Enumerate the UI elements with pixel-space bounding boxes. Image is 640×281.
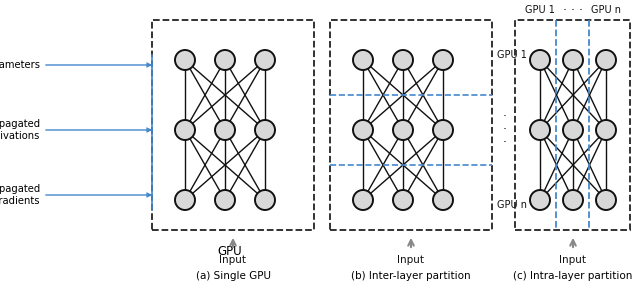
Circle shape [255, 120, 275, 140]
Circle shape [433, 120, 453, 140]
Bar [515, 20, 630, 230]
Text: Input: Input [397, 255, 424, 265]
Circle shape [175, 120, 195, 140]
Text: Forward-propagated
Activations: Forward-propagated Activations [0, 119, 40, 141]
Circle shape [175, 50, 195, 70]
Text: GPU 1: GPU 1 [525, 5, 555, 15]
Circle shape [215, 120, 235, 140]
Circle shape [596, 120, 616, 140]
Text: (c) Intra-layer partition
(Tensor Parallel): (c) Intra-layer partition (Tensor Parall… [513, 271, 633, 281]
Text: GPU n: GPU n [591, 5, 621, 15]
Text: ·
·
·: · · · [503, 110, 507, 149]
Circle shape [433, 50, 453, 70]
Circle shape [530, 50, 550, 70]
Circle shape [433, 190, 453, 210]
Circle shape [215, 190, 235, 210]
Circle shape [530, 120, 550, 140]
Text: GPU: GPU [218, 245, 243, 258]
Text: Input: Input [220, 255, 246, 265]
Circle shape [393, 50, 413, 70]
Bar [330, 20, 492, 230]
Text: (b) Inter-layer partition
(Pipeline parallel): (b) Inter-layer partition (Pipeline para… [351, 271, 471, 281]
Circle shape [393, 190, 413, 210]
Circle shape [563, 120, 583, 140]
Circle shape [175, 190, 195, 210]
Circle shape [353, 120, 373, 140]
Text: GPU 1: GPU 1 [497, 50, 527, 60]
Circle shape [530, 190, 550, 210]
Text: Back-propagated
gradients: Back-propagated gradients [0, 184, 40, 206]
Circle shape [255, 50, 275, 70]
Circle shape [563, 50, 583, 70]
Circle shape [596, 190, 616, 210]
Circle shape [353, 50, 373, 70]
Text: (a) Single GPU
Training: (a) Single GPU Training [195, 271, 271, 281]
Text: GPU n: GPU n [497, 200, 527, 210]
Text: · · ·: · · · [563, 3, 583, 17]
Bar [152, 20, 314, 230]
Circle shape [393, 120, 413, 140]
Circle shape [353, 190, 373, 210]
Text: Input: Input [559, 255, 586, 265]
Text: Parameters: Parameters [0, 60, 40, 70]
Circle shape [215, 50, 235, 70]
Circle shape [563, 190, 583, 210]
Circle shape [596, 50, 616, 70]
Circle shape [255, 190, 275, 210]
